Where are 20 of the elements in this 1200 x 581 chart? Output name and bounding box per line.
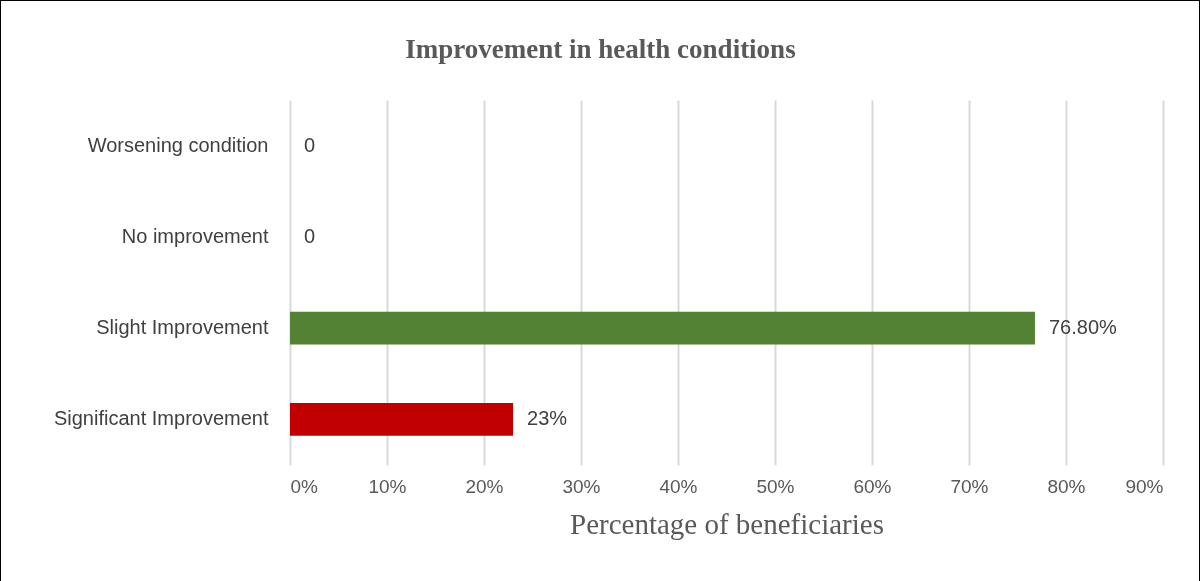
x-tick-label: 40% <box>659 475 698 497</box>
x-tick-label: 80% <box>1047 475 1086 497</box>
x-tick-label: 70% <box>950 475 989 497</box>
x-tick-label: 50% <box>756 475 795 497</box>
data-label: 76.80% <box>1048 316 1118 339</box>
data-label: 0 <box>304 224 316 247</box>
x-tick-label: 60% <box>853 475 892 497</box>
x-tick-label: 20% <box>465 475 504 497</box>
y-tick-label: Slight Improvement <box>96 316 269 339</box>
y-tick-label: No improvement <box>121 224 269 247</box>
y-tick-label: Worsening condition <box>87 133 269 156</box>
data-label: 23% <box>527 407 568 430</box>
x-tick-label: 30% <box>562 475 601 497</box>
x-tick-label: 0% <box>290 475 319 497</box>
y-tick-label: Significant Improvement <box>53 407 269 430</box>
chart-title: Improvement in health conditions <box>405 34 796 64</box>
data-label: 0 <box>304 133 316 156</box>
x-tick-label: 90% <box>1125 475 1164 497</box>
x-axis-title: Percentage of beneficiaries <box>570 507 884 540</box>
x-tick-label: 10% <box>368 475 407 497</box>
